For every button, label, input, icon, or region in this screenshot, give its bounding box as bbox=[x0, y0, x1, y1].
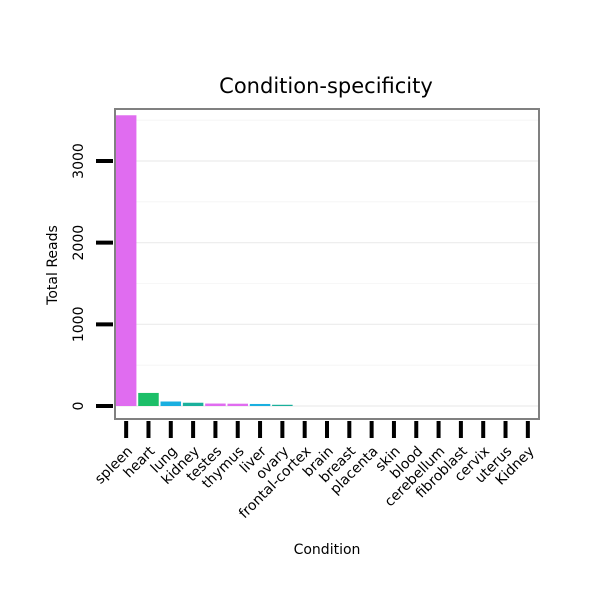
bar-thymus bbox=[227, 403, 249, 406]
y-tick-label: 3000 bbox=[71, 143, 87, 179]
bar-liver bbox=[249, 403, 271, 406]
plot-background bbox=[115, 109, 539, 419]
bar-kidney bbox=[182, 402, 204, 406]
plot-border bbox=[114, 108, 540, 420]
bar-lung bbox=[160, 401, 182, 406]
y-axis-title: Total Reads bbox=[45, 225, 61, 306]
y-tick-label: 1000 bbox=[71, 307, 87, 343]
plot-area: 0100020003000spleenheartlungkidneytestes… bbox=[71, 108, 540, 522]
chart-title: Condition-specificity bbox=[219, 74, 433, 98]
x-axis-title: Condition bbox=[294, 542, 361, 558]
bar-ovary bbox=[272, 404, 293, 406]
y-tick-label: 0 bbox=[71, 402, 87, 411]
bar-heart bbox=[138, 392, 159, 406]
y-tick-label: 2000 bbox=[71, 225, 87, 261]
bar-testes bbox=[205, 403, 226, 406]
bar-spleen bbox=[115, 115, 137, 407]
